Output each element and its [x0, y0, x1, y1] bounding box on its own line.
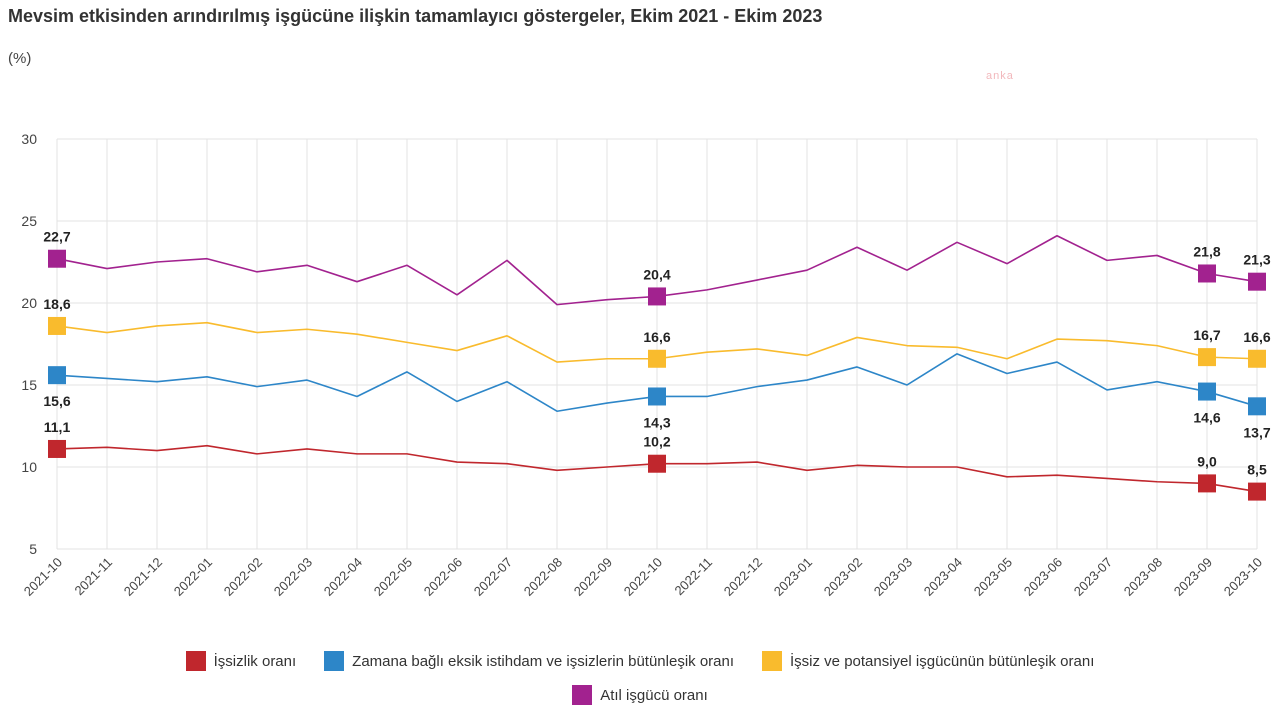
x-tick-label: 2022-02 — [221, 555, 265, 599]
data-point-marker-3 — [1248, 349, 1266, 368]
x-tick-label: 2022-03 — [271, 555, 315, 599]
data-point-marker-3 — [648, 349, 666, 368]
y-tick-label: 5 — [29, 541, 37, 557]
x-tick-label: 2023-08 — [1121, 555, 1165, 599]
data-label: 20,4 — [643, 266, 670, 282]
data-label: 16,7 — [1193, 327, 1220, 343]
data-point-marker-3 — [48, 316, 66, 335]
legend-swatch-icon — [324, 651, 345, 671]
data-label: 16,6 — [1243, 329, 1270, 345]
x-tick-label: 2022-10 — [621, 555, 665, 599]
data-label: 18,6 — [43, 296, 70, 312]
x-tick-label: 2022-12 — [721, 555, 765, 599]
legend-row-1: İşsizlik oranı Zamana bağlı eksik istihd… — [0, 644, 1280, 678]
x-tick-label: 2023-02 — [821, 555, 865, 599]
legend-label: İşsiz ve potansiyel işgücünün bütünleşik… — [790, 652, 1095, 670]
chart-title: Mevsim etkisinden arındırılmış işgücüne … — [8, 6, 823, 26]
x-tick-label: 2022-09 — [571, 555, 615, 599]
x-tick-label: 2022-01 — [171, 555, 215, 599]
x-tick-label: 2022-08 — [521, 555, 565, 599]
data-point-marker-2 — [648, 387, 666, 406]
data-label: 8,5 — [1247, 462, 1267, 478]
data-label: 22,7 — [43, 229, 70, 245]
data-point-marker-4 — [1248, 272, 1266, 291]
x-tick-label: 2022-11 — [671, 555, 715, 599]
data-point-marker-2 — [1198, 382, 1216, 401]
data-point-marker-2 — [1248, 397, 1266, 416]
x-tick-label: 2023-05 — [971, 555, 1015, 599]
data-point-marker-1 — [648, 454, 666, 473]
x-tick-label: 2023-03 — [871, 555, 915, 599]
data-point-marker-4 — [1198, 264, 1216, 283]
x-tick-label: 2021-12 — [121, 555, 165, 599]
legend-swatch-icon — [185, 651, 206, 671]
x-tick-label: 2021-10 — [21, 555, 65, 599]
y-tick-label: 30 — [21, 131, 37, 147]
x-tick-label: 2022-05 — [371, 555, 415, 599]
x-tick-label: 2022-04 — [321, 555, 365, 599]
y-tick-label: 10 — [21, 459, 37, 475]
x-tick-label: 2023-04 — [921, 555, 965, 599]
x-tick-label: 2022-07 — [471, 555, 515, 599]
y-tick-label: 15 — [21, 377, 37, 393]
legend: İşsizlik oranı Zamana bağlı eksik istihd… — [0, 644, 1280, 712]
data-point-marker-4 — [48, 249, 66, 268]
data-point-marker-2 — [48, 366, 66, 385]
legend-item-unemployment[interactable]: İşsizlik oranı — [185, 651, 297, 671]
x-tick-label: 2023-07 — [1071, 555, 1115, 599]
unit-label: (%) — [8, 50, 32, 67]
legend-label: Atıl işgücü oranı — [600, 686, 708, 704]
y-tick-label: 25 — [21, 213, 37, 229]
data-point-marker-1 — [48, 439, 66, 458]
x-tick-label: 2021-11 — [71, 555, 115, 599]
data-label: 14,3 — [643, 414, 670, 430]
data-label: 16,6 — [643, 329, 670, 345]
data-point-marker-1 — [1248, 482, 1266, 501]
legend-label: Zamana bağlı eksik istihdam ve işsizleri… — [352, 652, 735, 670]
x-tick-label: 2023-01 — [771, 555, 815, 599]
y-tick-label: 20 — [21, 295, 37, 311]
legend-item-underemployment[interactable]: Zamana bağlı eksik istihdam ve işsizleri… — [324, 651, 734, 671]
legend-item-slack-labour[interactable]: Atıl işgücü oranı — [572, 685, 708, 705]
data-label: 14,6 — [1193, 410, 1220, 426]
data-label: 15,6 — [43, 393, 70, 409]
legend-item-potential-labour[interactable]: İşsiz ve potansiyel işgücünün bütünleşik… — [762, 651, 1094, 671]
data-point-marker-1 — [1198, 474, 1216, 493]
x-tick-label: 2022-06 — [421, 555, 465, 599]
watermark-logo: anka — [986, 70, 1014, 82]
data-label: 21,3 — [1243, 252, 1270, 268]
x-tick-label: 2023-10 — [1221, 555, 1265, 599]
x-tick-label: 2023-06 — [1021, 555, 1065, 599]
data-point-marker-4 — [648, 287, 666, 306]
data-label: 11,1 — [44, 419, 71, 435]
legend-swatch-icon — [572, 685, 593, 705]
data-point-marker-3 — [1198, 348, 1216, 367]
legend-swatch-icon — [762, 651, 783, 671]
data-label: 21,8 — [1193, 243, 1220, 259]
data-label: 13,7 — [1243, 424, 1270, 440]
x-tick-label: 2023-09 — [1171, 555, 1215, 599]
legend-row-2: Atıl işgücü oranı — [0, 678, 1280, 712]
data-label: 10,2 — [643, 434, 670, 450]
legend-label: İşsizlik oranı — [213, 652, 297, 670]
data-label: 9,0 — [1197, 453, 1217, 469]
